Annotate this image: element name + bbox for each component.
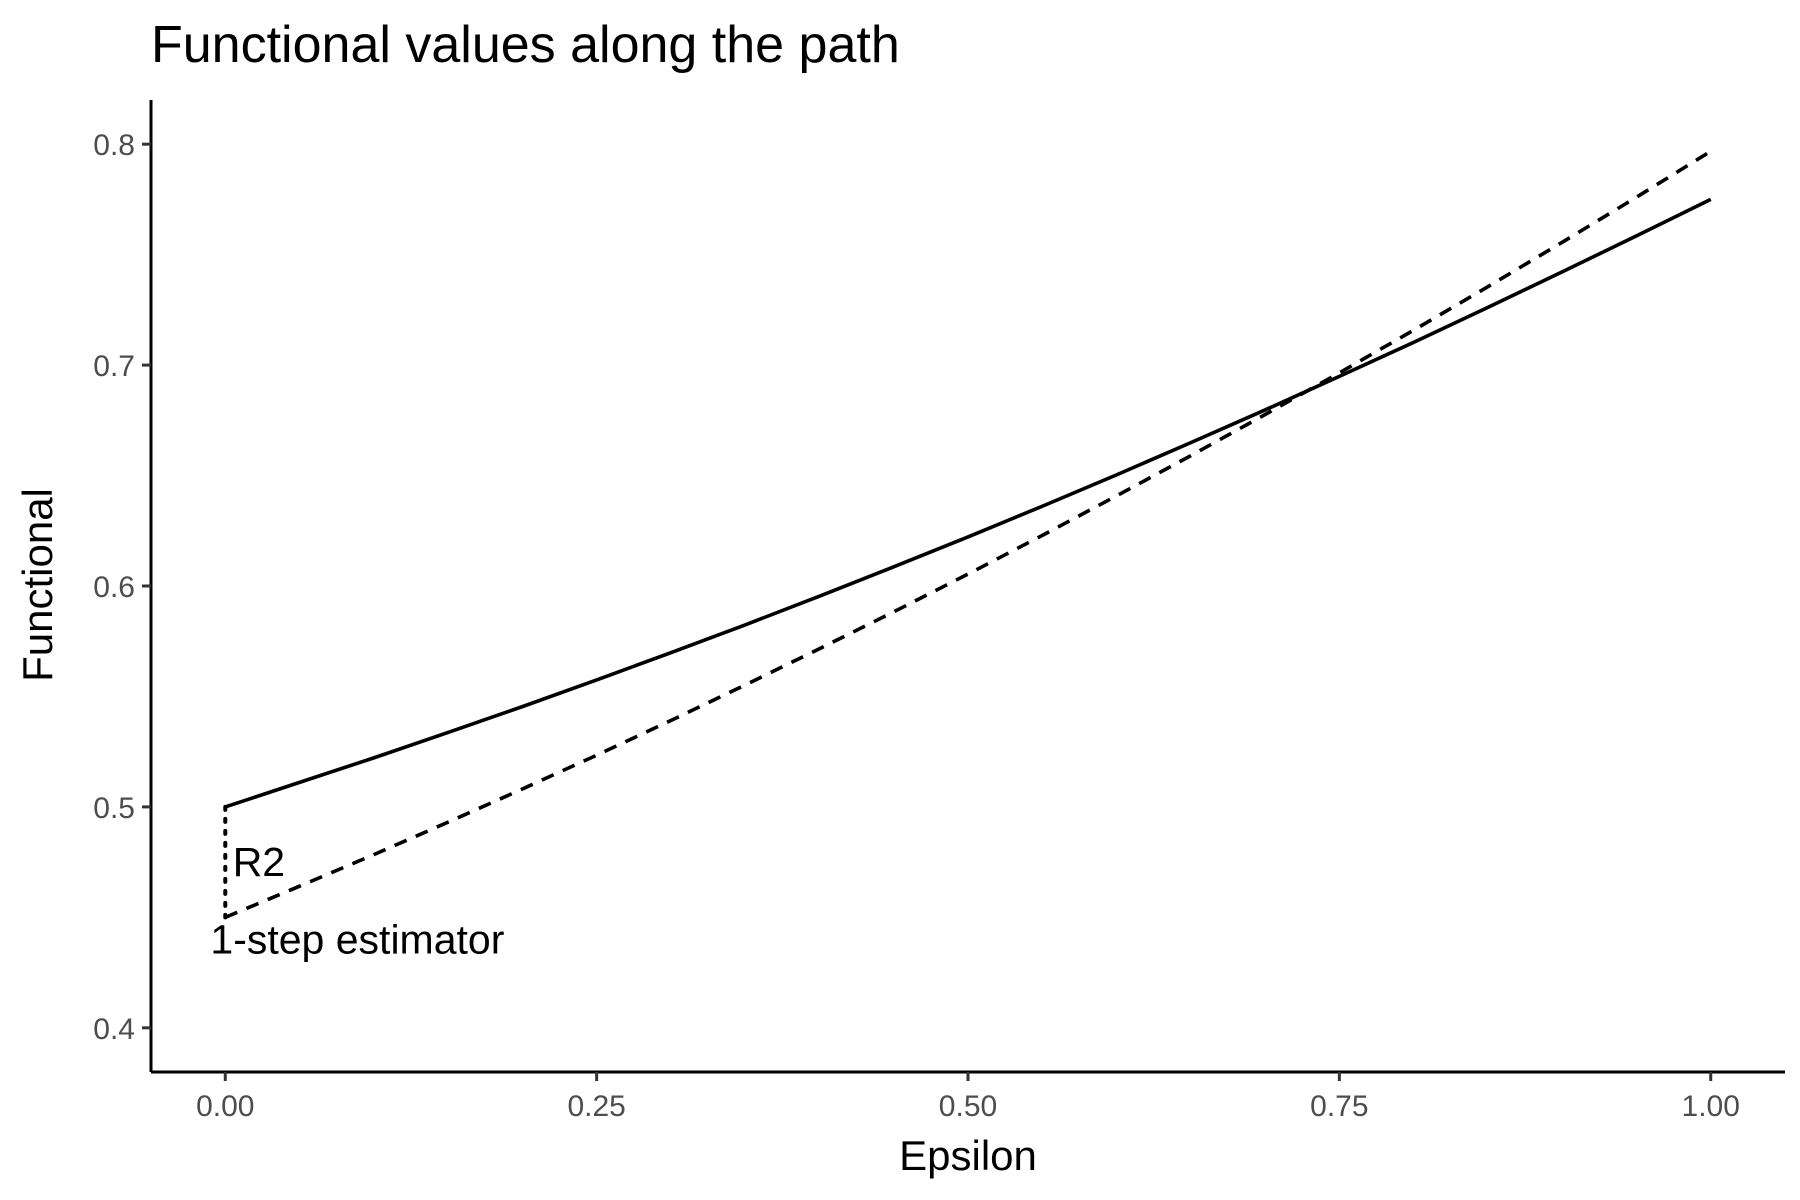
x-tick-label: 0.25 <box>567 1090 625 1123</box>
y-tick-label: 0.8 <box>93 129 135 162</box>
series-line-dashed <box>224 149 1712 920</box>
plot-area <box>224 149 1712 920</box>
y-tick-label: 0.4 <box>93 1013 135 1046</box>
x-tick-label: 0.75 <box>1310 1090 1368 1123</box>
r2-annotation: R2 <box>233 839 285 885</box>
y-tick-label: 0.7 <box>93 350 135 383</box>
x-axis-title: Epsilon <box>899 1132 1037 1179</box>
y-axis-title: Functional <box>14 488 61 682</box>
x-tick-label: 1.00 <box>1682 1090 1740 1123</box>
x-tick-label: 0.50 <box>939 1090 997 1123</box>
one-step-estimator-annotation: 1-step estimator <box>210 916 504 962</box>
y-tick-label: 0.6 <box>93 571 135 604</box>
annotations: R2 1-step estimator <box>210 804 504 962</box>
chart-title: Functional values along the path <box>151 16 900 74</box>
y-tick-label: 0.5 <box>93 792 135 825</box>
series-line-solid <box>224 197 1712 809</box>
axes: 0.00 0.25 0.50 0.75 1.00 0.4 0.5 0.6 0.7 0.8 <box>93 100 1785 1123</box>
x-tick-label: 0.00 <box>196 1090 254 1123</box>
